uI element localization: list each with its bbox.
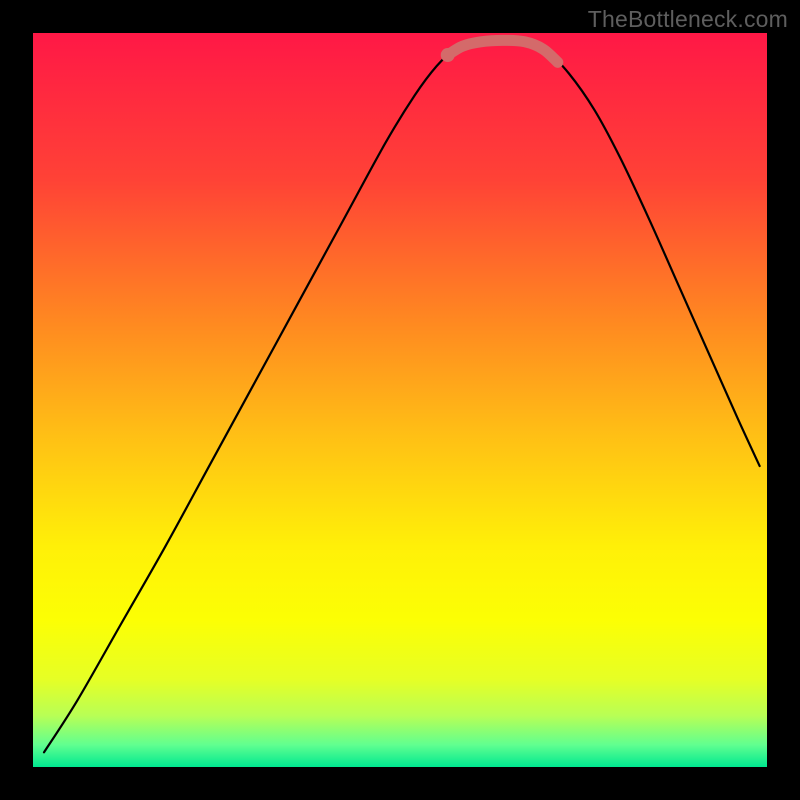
chart-svg [0, 0, 800, 800]
optimal-range-start-dot [441, 48, 455, 62]
attribution-text: TheBottleneck.com [588, 6, 788, 33]
chart-container: TheBottleneck.com [0, 0, 800, 800]
chart-gradient-bg [33, 33, 767, 767]
